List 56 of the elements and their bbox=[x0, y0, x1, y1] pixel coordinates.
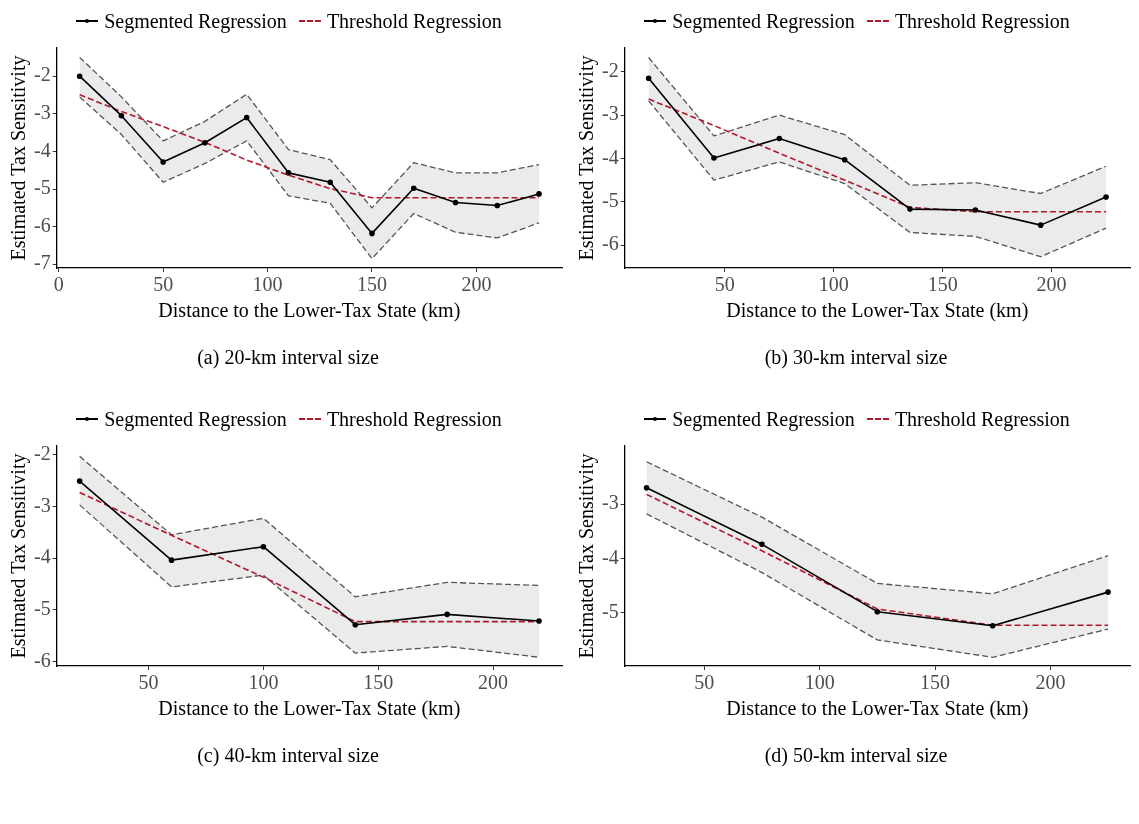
y-tick-label: -3 bbox=[601, 102, 619, 125]
y-tick-label: -5 bbox=[33, 596, 51, 619]
y-axis-title: Estimated Tax Sensitivity bbox=[575, 453, 599, 659]
y-axis-title: Estimated Tax Sensitivity bbox=[575, 55, 599, 261]
y-tick-label: -3 bbox=[33, 493, 51, 516]
x-tick-label: 50 bbox=[694, 671, 715, 694]
x-tick-label: 100 bbox=[804, 671, 835, 694]
text: (d) 50-km interval size bbox=[764, 744, 948, 769]
legend-label: Threshold Regression bbox=[326, 9, 502, 33]
y-tick-label: -5 bbox=[601, 188, 619, 211]
x-tick-label: 150 bbox=[363, 671, 394, 694]
x-tick-label: 100 bbox=[248, 671, 279, 694]
x-axis-title: Distance to the Lower-Tax State (km) bbox=[158, 299, 461, 323]
x-tick-label: 150 bbox=[927, 273, 958, 296]
legend-label: Threshold Regression bbox=[894, 407, 1070, 431]
x-tick-label: 200 bbox=[1036, 273, 1067, 296]
y-tick-label: -4 bbox=[601, 545, 619, 568]
legend-label: Threshold Regression bbox=[326, 407, 502, 431]
y-tick-label: -2 bbox=[601, 59, 619, 82]
x-tick-label: 0 bbox=[53, 273, 64, 296]
legend-label: Segmented Regression bbox=[104, 407, 287, 431]
y-axis-title: Estimated Tax Sensitivity bbox=[7, 55, 31, 261]
legend-label: Segmented Regression bbox=[104, 9, 287, 33]
y-tick-label: -4 bbox=[33, 138, 51, 161]
y-tick-label: -5 bbox=[33, 176, 51, 199]
y-tick-label: -2 bbox=[33, 63, 51, 86]
y-tick-label: -7 bbox=[33, 251, 51, 274]
legend-label: Segmented Regression bbox=[672, 407, 855, 431]
x-tick-label: 50 bbox=[153, 273, 174, 296]
y-tick-label: -2 bbox=[33, 442, 51, 465]
x-axis-title: Distance to the Lower-Tax State (km) bbox=[726, 697, 1029, 721]
y-tick-label: -6 bbox=[33, 648, 51, 671]
y-tick-label: -6 bbox=[601, 232, 619, 255]
legend-label: Threshold Regression bbox=[894, 9, 1070, 33]
y-tick-label: -3 bbox=[601, 491, 619, 514]
x-tick-label: 200 bbox=[478, 671, 509, 694]
x-tick-label: 100 bbox=[818, 273, 849, 296]
x-tick-label: 200 bbox=[1035, 671, 1066, 694]
x-axis-title: Distance to the Lower-Tax State (km) bbox=[726, 299, 1029, 323]
x-tick-label: 150 bbox=[920, 671, 951, 694]
x-tick-label: 50 bbox=[714, 273, 735, 296]
x-tick-label: 50 bbox=[138, 671, 159, 694]
y-tick-label: -3 bbox=[33, 101, 51, 124]
y-tick-label: -4 bbox=[33, 545, 51, 568]
y-tick-label: -4 bbox=[601, 145, 619, 168]
text: (c) 40-km interval size bbox=[197, 744, 379, 769]
y-axis-title: Estimated Tax Sensitivity bbox=[7, 453, 31, 659]
legend-label: Segmented Regression bbox=[672, 9, 855, 33]
x-axis-title: Distance to the Lower-Tax State (km) bbox=[158, 697, 461, 721]
y-tick-label: -6 bbox=[33, 213, 51, 236]
y-tick-label: -5 bbox=[601, 600, 619, 623]
text: (a) 20-km interval size bbox=[197, 346, 379, 371]
x-tick-label: 150 bbox=[356, 273, 387, 296]
x-tick-label: 200 bbox=[461, 273, 492, 296]
text: (b) 30-km interval size bbox=[764, 346, 948, 371]
x-tick-label: 100 bbox=[252, 273, 283, 296]
